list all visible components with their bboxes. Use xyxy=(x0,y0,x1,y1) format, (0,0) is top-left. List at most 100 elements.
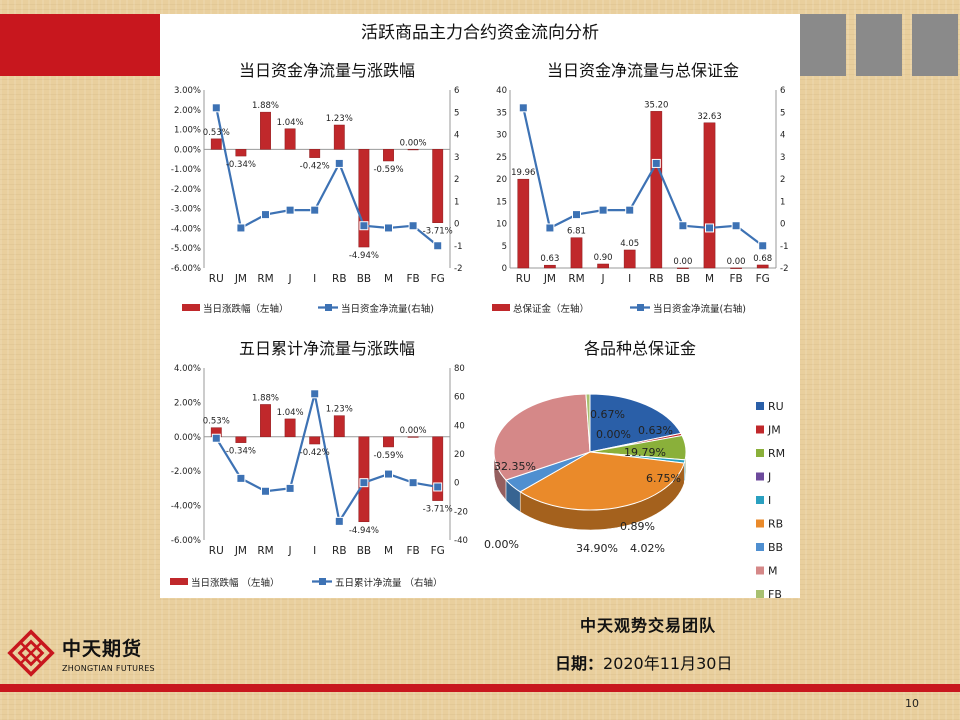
bar-data-label: -4.94% xyxy=(349,251,379,261)
legend-label: RU xyxy=(768,400,784,413)
y-left-tick-label: 0 xyxy=(502,264,507,274)
line-marker xyxy=(408,478,418,488)
y-left-tick-label: 10 xyxy=(496,220,507,230)
bar xyxy=(703,122,716,269)
bar xyxy=(260,404,271,438)
team-name: 中天观势交易团队 xyxy=(580,616,717,635)
line-marker xyxy=(384,469,393,479)
legend-swatch-marker xyxy=(637,304,644,311)
line-marker xyxy=(731,221,741,231)
y-right-tick-label: 2 xyxy=(780,175,785,185)
line-marker xyxy=(433,482,443,492)
x-tick-label: I xyxy=(628,273,631,285)
line-marker xyxy=(572,210,581,220)
line-marker xyxy=(334,516,344,526)
y-right-tick-label: 5 xyxy=(454,108,459,118)
bar-data-label: 4.05 xyxy=(620,239,639,249)
y-left-tick-label: 25 xyxy=(496,153,507,163)
line-marker xyxy=(625,205,635,215)
legend-label: 当日资金净流量(右轴) xyxy=(341,303,434,315)
bar-data-label: 0.00% xyxy=(400,138,427,148)
bar xyxy=(235,436,247,443)
line-marker xyxy=(545,223,555,233)
y-right-tick-label: 0 xyxy=(454,479,459,489)
legend-swatch xyxy=(756,519,764,528)
x-tick-label: FG xyxy=(431,545,445,557)
pie-slice xyxy=(493,393,591,481)
x-tick-label: M xyxy=(384,545,393,557)
y-right-tick-label: -40 xyxy=(454,536,468,546)
chart-five-day-flow: 五日累计净流量与涨跌幅 4.00% 2.00% 0.00% -2.00% -4.00% -6… xyxy=(170,339,468,589)
legend-label: JM xyxy=(767,424,781,437)
x-tick-label: RB xyxy=(332,545,347,557)
logo-chinese-name: 中天期货 xyxy=(62,638,143,660)
bar-data-label: 0.53% xyxy=(203,128,230,138)
line-marker xyxy=(236,473,246,483)
bar-data-label: 1.23% xyxy=(326,405,353,415)
y-left-tick-label: -2.00% xyxy=(171,467,201,477)
bar xyxy=(260,111,271,150)
legend-swatch-bar xyxy=(170,578,188,585)
x-tick-label: I xyxy=(313,273,316,285)
y-right-tick-label: 0 xyxy=(454,220,459,230)
date-label: 日期： xyxy=(555,654,604,673)
bar-data-label: 32.63 xyxy=(697,112,721,122)
bar-data-label: 0.63 xyxy=(540,254,559,264)
bar-data-label: 6.81 xyxy=(567,227,586,237)
bar xyxy=(730,267,742,269)
pie-slice xyxy=(589,393,682,453)
bar-data-label: 1.04% xyxy=(277,118,304,128)
x-tick-label: RU xyxy=(209,273,224,285)
x-tick-label: M xyxy=(705,273,714,285)
bar xyxy=(235,149,247,157)
line-marker xyxy=(518,103,528,113)
x-tick-label: JM xyxy=(543,273,556,285)
bar-data-label: 35.20 xyxy=(644,100,668,110)
legend-label: RM xyxy=(768,447,785,460)
y-left-tick-label: 30 xyxy=(496,131,507,141)
y-left-tick-label: -6.00% xyxy=(171,264,201,274)
x-tick-label: M xyxy=(384,273,393,285)
bar xyxy=(358,149,370,248)
y-right-tick-label: 4 xyxy=(454,131,459,141)
x-tick-label: JM xyxy=(234,545,247,557)
bar xyxy=(544,264,556,269)
bar-data-label: 0.68 xyxy=(753,254,772,264)
logo-english-name: ZHONGTIAN FUTURES xyxy=(62,664,155,673)
legend-swatch xyxy=(756,472,764,481)
legend-swatch-marker xyxy=(325,304,332,311)
y-right-tick-label: -2 xyxy=(780,264,788,274)
legend-label: 当日资金净流量(右轴) xyxy=(653,303,746,315)
x-tick-label: RM xyxy=(257,273,273,285)
y-left-tick-label: 1.00% xyxy=(174,126,201,136)
y-left-tick-label: 40 xyxy=(496,86,507,96)
y-right-tick-label: 3 xyxy=(780,153,785,163)
pie-data-label: 4.02% xyxy=(630,542,665,555)
x-tick-label: BB xyxy=(357,545,371,557)
y-right-tick-label: 1 xyxy=(780,197,785,207)
legend-label: I xyxy=(768,494,771,507)
pie-slice xyxy=(585,393,591,453)
y-right-tick-label: -2 xyxy=(454,264,462,274)
line-marker xyxy=(408,221,418,231)
chart-title: 当日资金净流量与涨跌幅 xyxy=(239,61,415,80)
line-marker xyxy=(211,433,221,443)
line-marker xyxy=(758,241,768,251)
series-line xyxy=(215,393,438,525)
pie-data-label: 0.89% xyxy=(620,520,655,533)
bar-data-label: -0.34% xyxy=(226,447,256,457)
chart-panel: 活跃商品主力合约资金流向分析 当日资金净流量与涨跌幅 3.00% 2.00% 1.00… xyxy=(160,14,800,598)
y-right-tick-label: -20 xyxy=(454,507,468,517)
line-marker xyxy=(359,221,369,231)
bar xyxy=(407,436,419,438)
legend-label: BB xyxy=(768,541,783,554)
line-marker xyxy=(359,478,369,488)
bar-data-label: -0.42% xyxy=(300,162,330,172)
legend-label: 总保证金（左轴） xyxy=(513,303,589,315)
legend-swatch xyxy=(756,543,764,551)
bar xyxy=(432,436,444,501)
bar xyxy=(650,111,663,269)
bar xyxy=(407,149,419,151)
date-value: 2020年11月30日 xyxy=(603,654,733,673)
x-tick-label: RB xyxy=(332,273,347,285)
